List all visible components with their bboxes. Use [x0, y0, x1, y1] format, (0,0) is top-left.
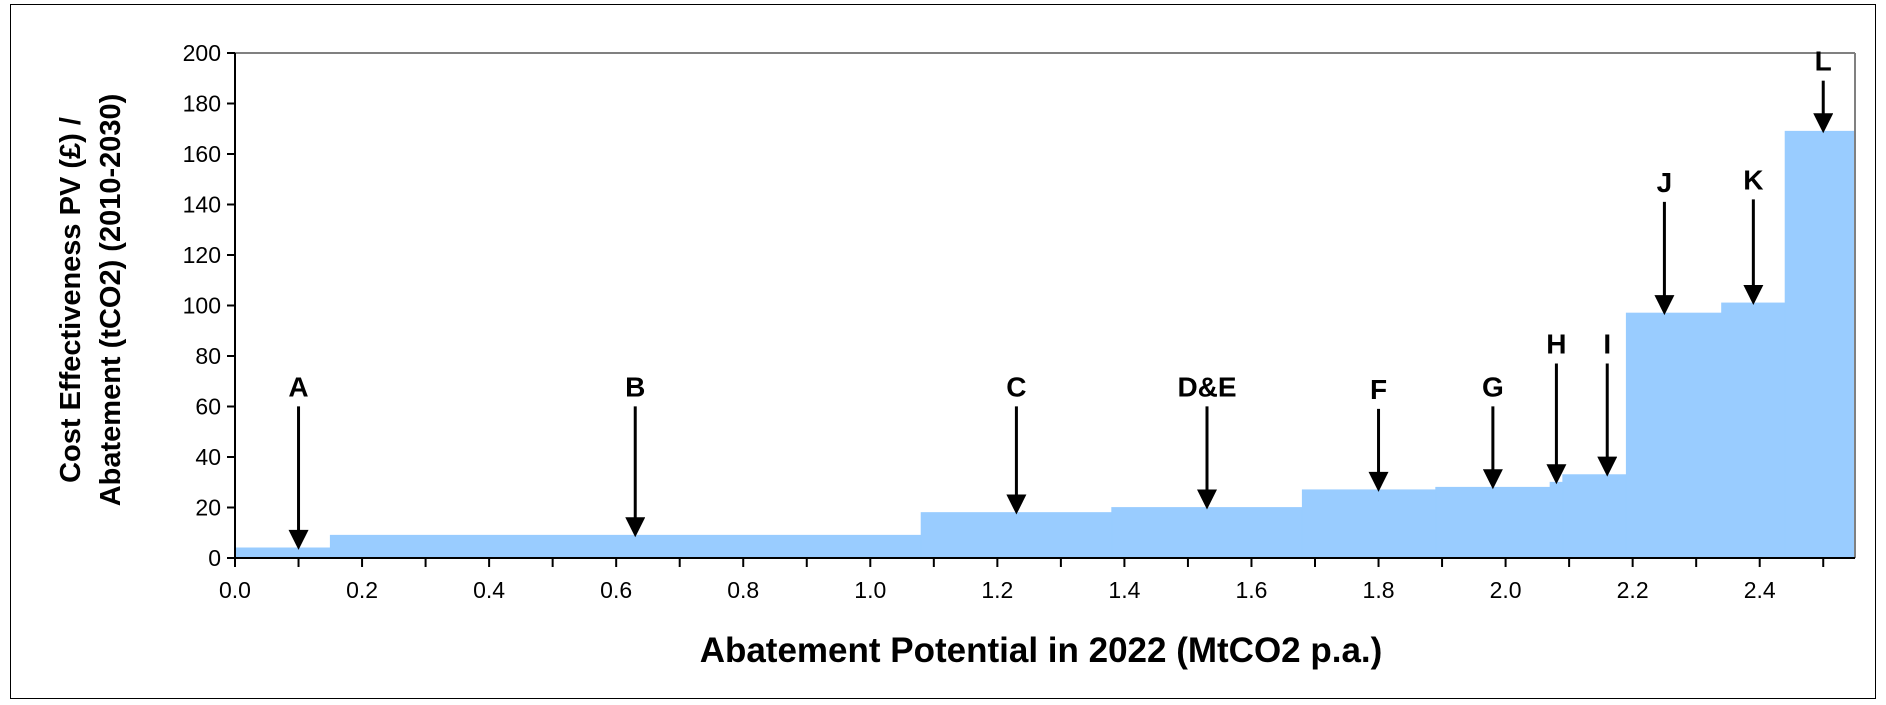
x-tick-label: 0.0 — [219, 577, 251, 603]
x-tick-label: 0.4 — [473, 577, 505, 603]
y-tick-label: 60 — [195, 394, 221, 420]
step-bar-4 — [1301, 489, 1437, 559]
x-tick-label: 0.8 — [727, 577, 759, 603]
y-axis-title-line2: Abatement (tCO2) (2010-2030) — [95, 94, 127, 507]
step-bars — [234, 130, 1856, 559]
step-bar-3 — [1111, 507, 1303, 559]
y-tick-label: 40 — [195, 444, 221, 470]
step-bar-6 — [1549, 481, 1564, 559]
x-tick-label: 1.4 — [1108, 577, 1140, 603]
y-tick-label: 200 — [183, 40, 221, 66]
x-tick-label: 2.4 — [1744, 577, 1776, 603]
x-tick-label: 1.0 — [854, 577, 886, 603]
step-bar-2 — [920, 512, 1113, 559]
y-tick-label: 100 — [183, 293, 221, 319]
x-axis-title: Abatement Potential in 2022 (MtCO2 p.a.) — [700, 631, 1383, 670]
y-tick-label: 80 — [195, 343, 221, 369]
step-bar-9 — [1721, 302, 1786, 559]
step-bar-10 — [1784, 130, 1856, 559]
x-tick-label: 0.6 — [600, 577, 632, 603]
step-bar-0 — [234, 547, 331, 559]
x-tick-label: 1.2 — [981, 577, 1013, 603]
y-tick-label: 20 — [195, 495, 221, 521]
annotation-label: C — [1006, 371, 1026, 402]
x-tick-label: 1.8 — [1363, 577, 1395, 603]
x-tick-label: 0.2 — [346, 577, 378, 603]
annotations: A B C D&E F G H I J K L — [288, 46, 1834, 550]
chart-frame — [10, 4, 1876, 699]
step-bar-8 — [1625, 312, 1722, 559]
step-bar-7 — [1562, 474, 1627, 559]
annotation-label: L — [1815, 46, 1832, 77]
annotation-label: I — [1603, 328, 1611, 359]
y-tick-label: 140 — [183, 192, 221, 218]
annotation-label: B — [625, 371, 645, 402]
annotation-label: G — [1482, 371, 1504, 402]
annotation-label: H — [1546, 328, 1566, 359]
annotation-label: F — [1370, 374, 1387, 405]
y-tick-label: 0 — [208, 545, 221, 571]
y-axis-title-line1: Cost Effectiveness PV (£) / — [55, 117, 87, 483]
y-tick-label: 160 — [183, 141, 221, 167]
annotation-label: J — [1657, 167, 1673, 198]
x-tick-label: 2.0 — [1490, 577, 1522, 603]
y-tick-label: 180 — [183, 91, 221, 117]
x-tick-label: 2.2 — [1617, 577, 1649, 603]
step-bar-5 — [1435, 486, 1551, 559]
axes: 0 20 40 60 80 100 120 140 160 180 200 0.0 0.2 0.4 0.6 0… — [183, 40, 1856, 603]
y-tick-label: 120 — [183, 242, 221, 268]
annotation-label: A — [288, 371, 308, 402]
step-bar-1 — [329, 534, 922, 559]
annotation-label: K — [1743, 164, 1763, 195]
x-tick-label: 1.6 — [1235, 577, 1267, 603]
annotation-label: D&E — [1177, 371, 1236, 402]
